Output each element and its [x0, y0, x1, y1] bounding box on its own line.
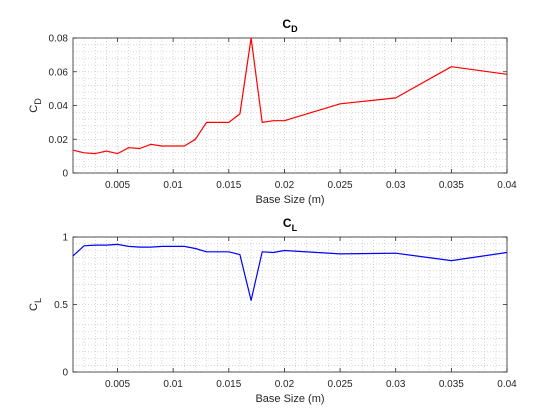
- cl-grid: [73, 237, 507, 372]
- cd-ytick-label: 0.02: [49, 135, 69, 146]
- cl-ylabel-sub: L: [33, 298, 43, 303]
- cl-ylabel-main: C: [28, 303, 40, 311]
- cd-ytick-label: 0.06: [49, 67, 69, 78]
- cl-xtick-label: 0.03: [386, 379, 406, 390]
- cd-title-main: C: [282, 17, 291, 31]
- cl-title: CL: [283, 216, 298, 233]
- cd-xtick-label: 0.025: [328, 180, 353, 191]
- cd-ylabel-main: C: [28, 105, 40, 113]
- cd-ytick-label: 0: [62, 169, 68, 180]
- cl-ytick-label: 0.5: [54, 300, 68, 311]
- cd-xlabel: Base Size (m): [255, 194, 324, 206]
- cd-xtick-label: 0.005: [105, 180, 130, 191]
- cl-ytick-label: 1: [62, 233, 68, 244]
- cd-title: CD: [282, 17, 298, 34]
- cd-ylabel: CD: [28, 98, 43, 113]
- cd-grid: [73, 38, 507, 173]
- cl-xlabel: Base Size (m): [255, 393, 324, 405]
- cl-xtick-label: 0.025: [328, 379, 353, 390]
- cd-xtick-label: 0.03: [386, 180, 406, 191]
- cl-xtick-label: 0.035: [439, 379, 464, 390]
- cl-xtick-label: 0.015: [216, 379, 241, 390]
- cl-xtick-label: 0.02: [275, 379, 295, 390]
- cd-xtick-label: 0.02: [275, 180, 295, 191]
- cd-title-sub: D: [291, 24, 298, 34]
- cl-title-main: C: [283, 216, 292, 230]
- cd-ytick-label: 0.08: [49, 34, 69, 45]
- cd-xtick-label: 0.035: [439, 180, 464, 191]
- cl-series-line: [72, 243, 508, 301]
- cl-ylabel: CL: [28, 298, 43, 311]
- cd-xtick-label: 0.04: [497, 180, 517, 191]
- cl-xtick-label: 0.005: [105, 379, 130, 390]
- cl-xtick-label: 0.04: [497, 379, 517, 390]
- cd-xtick-label: 0.015: [216, 180, 241, 191]
- cd-xtick-label: 0.01: [163, 180, 183, 191]
- cl-title-sub: L: [292, 223, 298, 233]
- cl-ytick-label: 0: [62, 368, 68, 379]
- cd-ylabel-sub: D: [33, 98, 43, 105]
- cl-plot: 0.005 0.01 0.015 0.02 0.025 0.03 0.035 0.04 0 0.5…: [28, 216, 517, 405]
- cd-series-line: [72, 37, 508, 155]
- cl-xtick-label: 0.01: [163, 379, 183, 390]
- cd-ytick-label: 0.04: [49, 101, 69, 112]
- cd-plot: 0.005 0.01 0.015 0.02 0.025 0.03 0.035 0.04 0 0.0…: [28, 17, 517, 206]
